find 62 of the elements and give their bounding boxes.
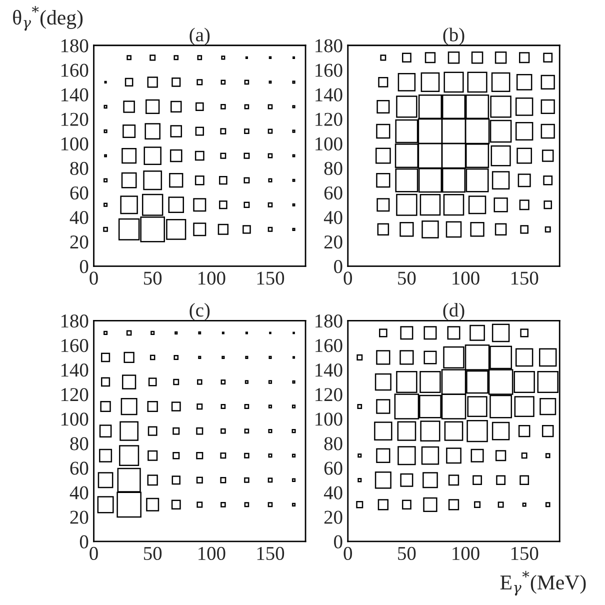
y-tick-label: 80 [324,162,342,175]
y-tick-label: 20 [324,235,342,249]
y-tick-label: 0 [80,535,88,548]
y-tick-label: 80 [70,437,88,450]
x-tick-label: 0 [90,546,98,560]
y-tick-label: 20 [324,510,342,524]
y-tick-label: 60 [324,186,342,200]
x-tick-label: 100 [452,546,480,560]
x-tick-label: 150 [257,272,284,285]
y-tick-label: 40 [324,210,342,224]
y-tick-label: 120 [316,388,342,402]
x-tick-label: 50 [144,272,162,285]
y-tick-label: 120 [61,388,88,402]
y-tick-label: 40 [324,486,342,500]
y-tick-label: 60 [70,462,88,475]
y-tick-label: 40 [70,210,88,224]
x-tick-label: 50 [398,272,416,285]
y-tick-label: 0 [334,260,342,274]
y-tick-label: 80 [70,162,88,175]
y-tick-label: 180 [61,39,88,52]
y-tick-label: 140 [61,88,88,102]
x-tick-label: 150 [511,546,538,560]
y-tick-label: 120 [316,112,342,126]
chart-title: (d) [443,302,464,321]
x-tick-label: 100 [198,272,226,285]
x-tick-label: 100 [198,546,226,560]
y-tick-label: 160 [316,64,342,77]
x-tick-label: 150 [511,272,538,285]
y-tick-label: 180 [316,314,342,328]
y-tick-label: 100 [61,137,88,150]
y-tick-label: 80 [324,437,342,450]
x-tick-label: 150 [257,546,284,560]
x-tick-label: 50 [144,546,162,560]
y-tick-label: 120 [61,112,88,126]
y-tick-label: 40 [70,486,88,500]
y-tick-label: 140 [316,364,342,377]
y-tick-label: 20 [70,510,88,524]
y-tick-label: 160 [316,339,342,352]
y-tick-label: 20 [70,235,88,249]
y-tick-label: 100 [316,412,342,426]
y-tick-label: 60 [324,462,342,475]
y-tick-label: 140 [316,88,342,102]
x-tick-label: 100 [452,272,480,285]
y-tick-label: 100 [316,137,342,150]
y-tick-label: 0 [334,535,342,548]
chart-title: (a) [190,28,210,46]
x-tick-label: 50 [398,546,416,560]
y-tick-label: 180 [316,39,342,52]
chart-title: (b) [443,28,464,46]
x-tick-label: 0 [344,546,352,560]
y-tick-label: 160 [61,64,88,77]
x-tick-label: 0 [344,272,352,285]
y-tick-label: 0 [80,260,88,274]
y-tick-label: 160 [61,339,88,352]
chart-title: (c) [190,302,210,321]
y-tick-label: 140 [61,364,88,377]
y-tick-label: 100 [61,412,88,426]
x-axis-title: E$_{γ}$$^{*}$(MeV) [500,570,586,596]
y-tick-label: 60 [70,186,88,200]
y-tick-label: 180 [61,314,88,328]
y-axis-title: θ$_{γ}$$^{*}$(deg) [13,6,83,31]
x-tick-label: 0 [90,272,98,285]
